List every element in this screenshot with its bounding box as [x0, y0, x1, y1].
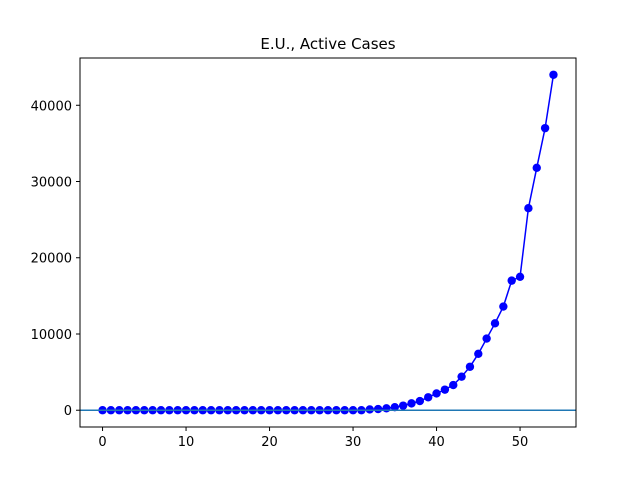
data-point — [490, 319, 500, 328]
chart-title: E.U., Active Cases — [260, 35, 395, 53]
x-tick-label: 0 — [98, 435, 106, 450]
data-point — [373, 404, 383, 414]
y-tick-label: 40000 — [31, 99, 72, 114]
data-point — [449, 380, 458, 390]
axes-frame — [79, 57, 577, 428]
data-point — [482, 334, 491, 343]
data-point — [474, 349, 483, 359]
data-point — [465, 362, 475, 371]
data-point — [424, 393, 433, 402]
axes: 0 10 20 30 40 50 0 10000 20000 30000 40000 — [31, 57, 577, 450]
x-tick-label: 50 — [512, 435, 529, 450]
data-point — [457, 372, 466, 381]
x-tick-label: 20 — [261, 435, 278, 450]
y-tick-label: 30000 — [31, 176, 72, 191]
y-tick-label: 10000 — [31, 328, 72, 343]
data-point — [532, 163, 541, 172]
data-point — [440, 385, 450, 394]
data-point — [549, 70, 558, 79]
data-point — [540, 123, 550, 133]
data-point — [524, 203, 533, 213]
y-tick-label: 20000 — [31, 252, 72, 267]
plot-area — [80, 70, 576, 415]
data-point — [432, 389, 441, 398]
data-point — [415, 396, 425, 406]
x-tick-label: 30 — [345, 435, 362, 450]
data-point — [499, 302, 508, 311]
data-point — [382, 404, 391, 413]
y-tick-label: 0 — [64, 404, 72, 419]
data-point — [390, 402, 399, 412]
x-tick-label: 10 — [178, 435, 195, 450]
data-point — [398, 401, 408, 410]
data-point — [515, 272, 525, 282]
data-point — [407, 399, 416, 408]
data-point — [507, 276, 516, 285]
data-point — [365, 405, 374, 414]
x-tick-label: 40 — [428, 435, 445, 450]
